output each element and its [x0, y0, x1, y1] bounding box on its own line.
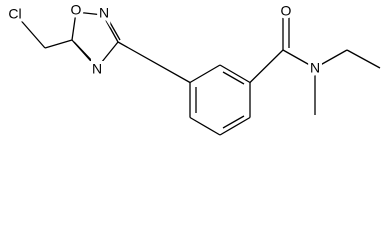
atom-labels: Cl O N N O N: [5, 0, 323, 80]
atom-label: O: [71, 2, 82, 18]
bond: [107, 18, 121, 41]
bond: [346, 49, 381, 69]
molecule-diagram: Cl O N N O N: [5, 0, 381, 136]
bond: [282, 49, 316, 69]
bond: [222, 71, 245, 85]
bond: [189, 116, 221, 136]
bond: [73, 41, 94, 63]
bond: [71, 11, 77, 41]
bond: [219, 116, 251, 136]
atom-label: N: [92, 61, 102, 77]
bond: [314, 49, 348, 69]
bond: [96, 41, 119, 69]
bond: [102, 14, 119, 43]
atom-label: N: [310, 60, 320, 76]
bond: [75, 11, 104, 16]
bond: [219, 64, 251, 84]
atom-label: O: [281, 3, 292, 19]
bond: [249, 49, 284, 83]
bond: [117, 41, 191, 84]
bond: [222, 115, 245, 129]
bond: [44, 39, 73, 49]
atom-label: Cl: [8, 6, 21, 22]
bond: [16, 15, 46, 49]
bonds: [16, 11, 381, 136]
bond: [189, 64, 221, 84]
atom-label: N: [99, 5, 109, 21]
